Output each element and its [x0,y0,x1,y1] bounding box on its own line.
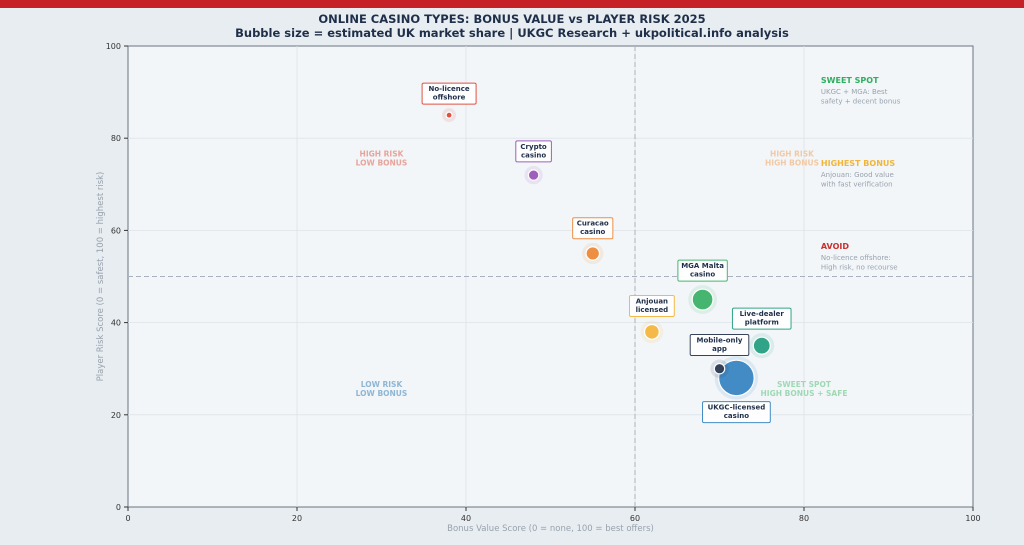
point-label: Live-dealer platform [740,310,785,327]
point-label: Curacao casino [577,220,609,237]
annotation-body: UKGC + MGA: Best safety + decent bonus [821,88,901,106]
point-label: Anjouan licensed [636,297,669,314]
top-accent-bar [0,0,1024,8]
bubble-point [718,359,755,397]
bubble-point [752,336,771,355]
point-label: Mobile-only app [697,337,743,354]
y-tick-label: 60 [111,226,121,235]
bubble-point [527,169,540,181]
x-tick-label: 20 [292,514,302,523]
point-label: MGA Malta casino [681,262,724,279]
x-tick-label: 80 [799,514,809,523]
y-tick-label: 100 [106,42,121,51]
point-label-box [515,140,552,163]
quadrant-label: HIGH RISK LOW BONUS [356,150,408,168]
plot-area [127,45,974,508]
y-tick-label: 20 [111,411,121,420]
x-axis-label: Bonus Value Score (0 = none, 100 = best … [447,524,654,534]
x-tick-label: 40 [461,514,471,523]
y-tick-label: 0 [116,503,121,512]
point-label-box [421,82,477,105]
x-tick-label: 0 [125,514,130,523]
y-axis-label: Player Risk Score (0 = safest, 100 = hig… [96,172,106,382]
bubble-point [691,288,714,311]
point-label-box [677,259,728,282]
annotation-body: Anjouan: Good value with fast verificatio… [821,171,894,189]
point-label-box [731,307,792,330]
annotation-heading: SWEET SPOT [821,76,879,85]
bubble-point [643,323,660,340]
point-label-box [629,294,675,317]
chart-subtitle: Bubble size = estimated UK market share … [235,26,789,40]
y-tick-label: 80 [111,134,121,143]
bubble-point [713,362,726,375]
annotation-heading: HIGHEST BONUS [821,159,895,168]
point-label-box [572,217,614,240]
quadrant-label: SWEET SPOT HIGH BONUS + SAFE [761,380,848,398]
annotation-heading: AVOID [821,242,849,251]
quadrant-label: HIGH RISK HIGH BONUS [765,150,819,168]
annotation-body: No-licence offshore: High risk, no recour… [821,254,898,272]
chart-title: ONLINE CASINO TYPES: BONUS VALUE vs PLAY… [318,12,706,26]
x-tick-label: 100 [965,514,980,523]
point-label: Crypto casino [520,143,547,160]
point-label-box [702,401,771,424]
point-label: UKGC-licensed casino [708,404,766,421]
y-tick-label: 40 [111,319,121,328]
point-label-box [689,334,750,357]
chart-title-block: ONLINE CASINO TYPES: BONUS VALUE vs PLAY… [0,12,1024,40]
bubble-point [445,111,453,119]
x-tick-label: 60 [630,514,640,523]
bubble-point [585,246,601,261]
quadrant-label: LOW RISK LOW BONUS [356,380,408,398]
point-label: No-licence offshore [429,85,470,102]
